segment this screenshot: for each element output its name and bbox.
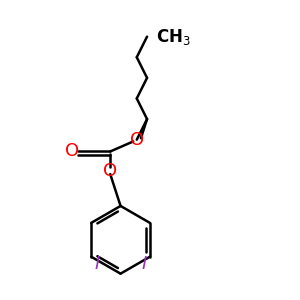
Text: O: O [65, 142, 80, 160]
Text: O: O [130, 131, 144, 149]
Text: CH$_3$: CH$_3$ [156, 27, 191, 46]
Text: O: O [103, 162, 117, 180]
Text: I: I [141, 255, 147, 273]
Text: I: I [94, 255, 100, 273]
